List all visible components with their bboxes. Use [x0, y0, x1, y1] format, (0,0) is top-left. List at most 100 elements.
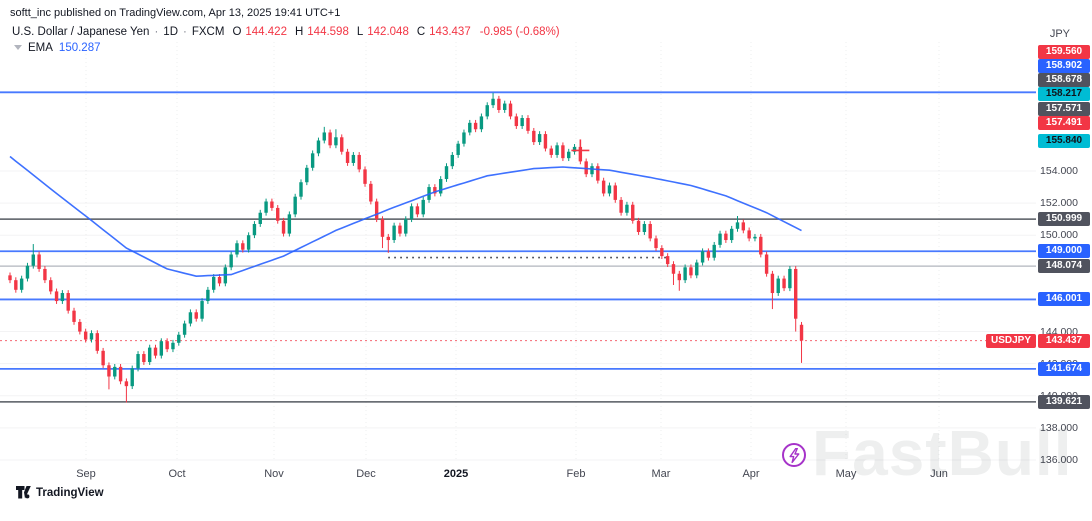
candle-up: [159, 341, 164, 356]
price-level-badge: 150.999: [1038, 212, 1090, 227]
close-label: C: [416, 26, 426, 38]
candle-up: [695, 262, 699, 276]
ema-value: 150.287: [58, 42, 101, 54]
candle-up: [590, 166, 594, 175]
candle-down: [724, 233, 728, 241]
price-tick: 154.000: [1040, 165, 1078, 177]
interval-label: 1D: [163, 26, 178, 38]
lightning-bolt-icon: [789, 447, 799, 463]
candle-down: [794, 268, 798, 319]
price-level-badge: 158.217: [1038, 87, 1090, 101]
candle-down: [241, 243, 245, 250]
candle-up: [182, 323, 187, 335]
candle-down: [514, 116, 519, 127]
candle-down: [706, 251, 711, 258]
candle-down: [78, 321, 82, 332]
candle-up: [753, 236, 757, 239]
candle-up: [147, 347, 152, 363]
candle-down: [601, 180, 606, 194]
candle-up: [130, 368, 134, 387]
currency-axis-label: JPY: [1049, 28, 1070, 40]
candle-down: [613, 185, 617, 200]
tradingview-logo-icon: [16, 486, 31, 499]
candle-down: [194, 312, 198, 319]
price-tick: 150.000: [1040, 229, 1078, 242]
candle-up: [520, 118, 524, 127]
exchange-label: FXCM: [191, 26, 225, 38]
candle-up: [351, 154, 356, 163]
low-label: L: [356, 26, 364, 38]
candle-down: [433, 187, 437, 194]
ema-line[interactable]: [9, 155, 802, 278]
candle-up: [421, 199, 425, 215]
candle-up: [305, 167, 309, 183]
time-axis-label: Sep: [76, 468, 96, 480]
candle-up: [25, 265, 30, 279]
candle-up: [456, 143, 460, 155]
candle-up: [700, 251, 705, 263]
candle-up: [718, 233, 722, 245]
candle-up: [404, 219, 408, 234]
candle-down: [217, 276, 222, 284]
candle-down: [124, 381, 129, 387]
candle-up: [485, 105, 489, 117]
candle-up: [537, 134, 542, 143]
candle-up: [229, 254, 233, 268]
candle-up: [625, 204, 629, 213]
flash-button[interactable]: [782, 443, 806, 467]
candle-down: [374, 201, 379, 220]
chevron-down-icon: [14, 45, 22, 50]
open-value: 144.422: [245, 26, 287, 38]
price-level-badge: 159.560: [1038, 45, 1090, 59]
price-level-badge: 155.840: [1038, 134, 1090, 148]
time-axis-label: Nov: [264, 468, 284, 480]
candle-down: [142, 354, 146, 363]
candle-up: [729, 228, 734, 241]
candle-down: [37, 254, 41, 269]
candle-up: [252, 223, 257, 236]
price-level-badge: 149.000: [1038, 244, 1090, 259]
candle-up: [567, 151, 571, 159]
candle-up: [479, 116, 484, 130]
candle-down: [671, 264, 676, 274]
candle-up: [200, 301, 204, 319]
candle-up: [177, 334, 181, 343]
candle-down: [270, 201, 274, 208]
candle-down: [596, 166, 600, 181]
candle-up: [322, 132, 326, 141]
close-value: 143.437: [429, 26, 471, 38]
candle-down: [415, 206, 420, 215]
candle-down: [473, 122, 478, 130]
time-axis-label: Mar: [651, 468, 671, 480]
candle-up: [642, 223, 647, 233]
candle-up: [246, 235, 251, 250]
candle-down: [369, 183, 373, 202]
candle-up: [683, 267, 687, 281]
candle-down: [14, 280, 18, 290]
candle-down: [153, 347, 158, 356]
candle-up: [572, 146, 577, 152]
price-level-badge: 141.674: [1038, 361, 1090, 376]
candle-up: [264, 201, 268, 213]
candle-down: [764, 254, 769, 274]
candle-down: [799, 324, 804, 341]
candle-up: [450, 154, 455, 167]
candle-up: [60, 293, 65, 302]
price-tick: 152.000: [1040, 197, 1078, 210]
candle-up: [735, 222, 740, 229]
candle-up: [136, 354, 140, 369]
separator-dot: ·: [183, 26, 187, 38]
tradingview-attribution[interactable]: TradingView: [16, 486, 104, 499]
candle-down: [165, 341, 169, 350]
candle-down: [49, 280, 53, 292]
price-tick: 136.000: [1040, 454, 1078, 466]
candle-up: [438, 179, 443, 194]
current-price-symbol: USDJPY: [985, 333, 1036, 348]
candle-up: [258, 212, 262, 224]
candle-down: [101, 350, 105, 366]
candle-down: [648, 223, 652, 239]
separator-dot: ·: [154, 26, 159, 38]
candle-down: [340, 137, 344, 152]
